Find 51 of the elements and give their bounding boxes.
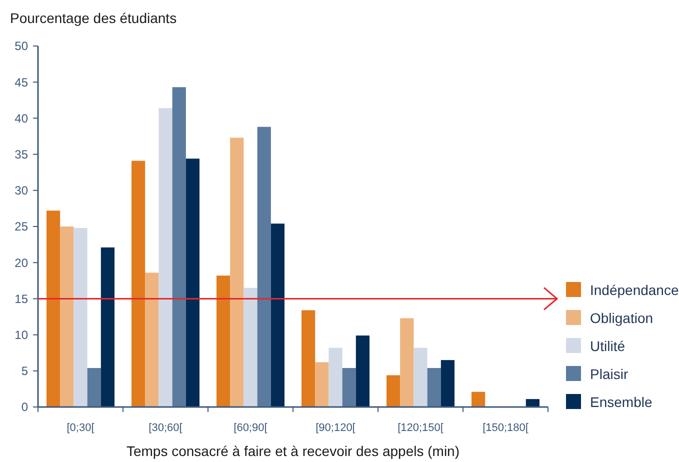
bar	[230, 138, 244, 407]
x-tick-label: [90;120[	[316, 422, 356, 434]
bar	[440, 360, 454, 407]
bar	[145, 272, 159, 407]
bar	[186, 158, 200, 407]
bar	[270, 224, 284, 407]
y-tick-label: 15	[14, 292, 28, 306]
y-tick-label: 20	[14, 256, 28, 270]
y-tick-label: 25	[14, 220, 28, 234]
y-tick-label: 40	[14, 111, 28, 126]
bar	[472, 392, 486, 407]
bar	[60, 226, 74, 407]
bar	[158, 108, 172, 407]
legend-label: Plaisir	[590, 366, 628, 382]
bar	[87, 368, 101, 407]
legend-label: Indépendance	[590, 282, 679, 298]
x-tick-label: [150;180[	[482, 422, 528, 434]
bar	[356, 336, 370, 407]
bar	[244, 288, 258, 407]
bar	[414, 348, 428, 407]
y-tick-label: 50	[14, 39, 28, 54]
y-tick-label: 35	[14, 148, 28, 162]
y-tick-label: 10	[14, 328, 28, 342]
y-tick-label: 5	[21, 364, 28, 378]
y-axis-title: Pourcentage des étudiants	[10, 10, 177, 26]
bar	[342, 368, 356, 407]
bar	[400, 318, 414, 407]
bar	[315, 362, 329, 407]
bar	[257, 126, 271, 407]
x-tick-label: [0;30[	[66, 422, 94, 434]
bar	[74, 228, 88, 407]
legend-label: Utilité	[590, 338, 626, 354]
bar	[427, 368, 441, 407]
bar	[46, 210, 60, 407]
x-tick-label: [120;150[	[398, 422, 444, 434]
bar	[132, 160, 146, 407]
x-axis-title: Temps consacré à faire et à recevoir des appels (min)	[126, 443, 460, 459]
x-tick-label: [60;90[	[234, 422, 268, 434]
legend-label: Obligation	[590, 310, 654, 326]
x-tick-label: [30;60[	[148, 422, 182, 434]
y-tick-label: 0	[21, 400, 28, 414]
bar	[100, 247, 114, 407]
y-tick-label: 30	[14, 184, 28, 198]
bar	[302, 310, 316, 407]
bar	[526, 399, 540, 407]
bar	[216, 276, 230, 407]
bar	[172, 87, 186, 407]
bar	[328, 348, 342, 407]
legend-label: Ensemble	[590, 394, 652, 410]
y-tick-label: 45	[14, 75, 28, 90]
bar	[386, 375, 400, 407]
